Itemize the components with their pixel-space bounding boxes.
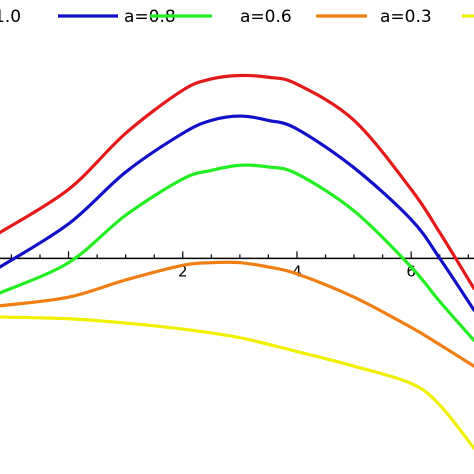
legend: 1.0 a=0.8 a=0.6 a=0.3 — [0, 7, 474, 27]
legend-label: a=0.3 — [380, 7, 432, 27]
legend-label: a=0.8 — [124, 7, 176, 27]
series-line-a-1-0 — [0, 73, 474, 291]
x-tick-label: 2 — [178, 262, 188, 280]
legend-label: 1.0 — [0, 7, 21, 27]
x-axis-ticks: 2 4 6 — [10, 251, 469, 280]
series-line-a-0-8 — [0, 114, 474, 312]
series-line-a-0-3 — [0, 260, 474, 368]
series-line-a-0-6 — [0, 163, 474, 342]
x-tick-label: 6 — [406, 262, 416, 280]
plot-series — [0, 73, 474, 450]
x-tick-label: 4 — [292, 262, 302, 280]
legend-label: a=0.6 — [240, 7, 292, 27]
series-line-unlabeled — [0, 315, 474, 450]
x-axis: 2 4 6 — [0, 251, 474, 280]
